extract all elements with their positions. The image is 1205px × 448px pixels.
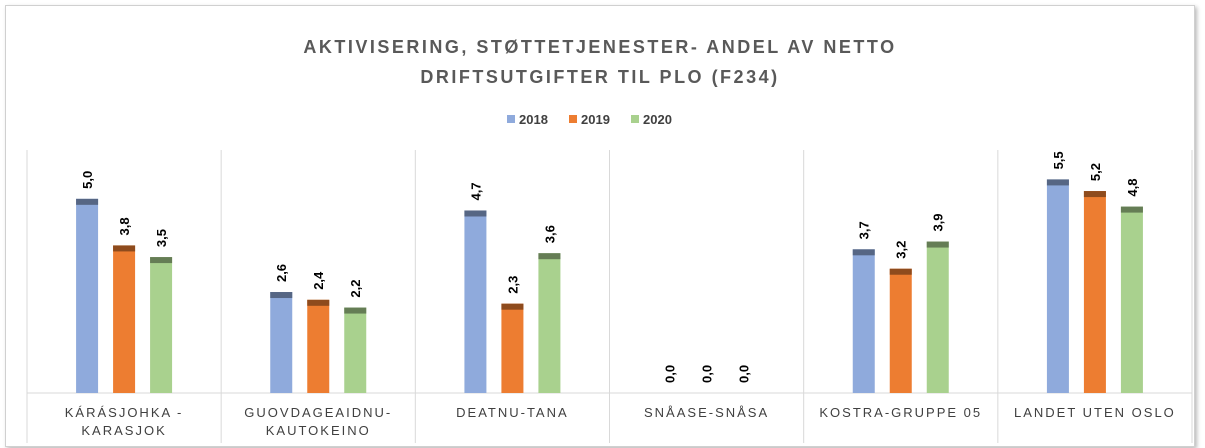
bar-group [150,257,173,393]
bar-group [1120,206,1143,393]
bar-top [76,198,99,205]
bar-top [150,257,173,264]
bar-group [1083,191,1106,393]
bar-top [926,241,949,248]
chart-title: AKTIVISERING, STØTTETJENESTER- ANDEL AV … [303,37,897,87]
bar-group [889,268,912,393]
x-tick-label: KÁRÁSJOHKA - KARASJOK [64,405,184,438]
bar-top [852,249,875,256]
bar [113,245,136,393]
data-label: 2,4 [311,271,326,290]
legend-swatch [569,115,577,123]
bar-group [270,292,293,393]
x-tick-label: DEATNU-TANA [456,405,569,420]
x-tick-label: GUOVDAGEAIDNU- KAUTOKEINO [244,405,393,438]
data-label: 0,0 [700,365,715,383]
bar [270,292,293,393]
data-label: 3,6 [542,225,557,243]
data-label: 5,0 [80,171,95,189]
bar-top [113,245,136,252]
legend-label: 2018 [519,112,548,127]
chart-frame [5,5,1195,447]
data-label: 4,7 [468,182,483,200]
data-label: 0,0 [737,365,752,383]
x-tick-label: SNÅASE-SNÅSA [644,405,770,420]
bar [1083,191,1106,393]
bar [464,210,487,393]
x-tick-label: KOSTRA-GRUPPE 05 [819,405,983,420]
data-label: 3,5 [154,229,169,247]
legend-swatch [507,115,515,123]
bar-top [889,268,912,275]
bar [926,241,949,393]
bar-group [76,198,99,393]
bar-group [307,299,330,393]
bar-top [464,210,487,217]
bar [1046,179,1069,393]
data-label: 2,3 [505,276,520,294]
bar [307,299,330,393]
data-label: 3,8 [117,217,132,235]
bar-top [1046,179,1069,186]
bar-top [501,303,524,310]
data-label: 5,5 [1051,151,1066,169]
x-tick-label: LANDET UTEN OSLO [1014,405,1176,420]
bar-group [501,303,524,393]
bar-group [344,307,367,393]
data-label: 4,8 [1125,179,1140,197]
legend-label: 2019 [581,112,610,127]
data-label: 3,2 [894,241,909,259]
bar-top [538,253,561,260]
legend-swatch [631,115,639,123]
bar [1120,206,1143,393]
bar [76,198,99,393]
bar-group [852,249,875,393]
bar-group [1046,179,1069,393]
data-label: 2,6 [274,264,289,282]
data-label: 5,2 [1088,163,1103,181]
data-label: 3,7 [857,221,872,239]
data-label: 3,9 [931,213,946,231]
bar [501,303,524,393]
bar-top [344,307,367,314]
bar [344,307,367,393]
bar [150,257,173,393]
data-label: 0,0 [663,365,678,383]
bar [889,268,912,393]
bar-group [926,241,949,393]
legend-label: 2020 [643,112,672,127]
bar-group [464,210,487,393]
bar-top [1083,191,1106,198]
bar [538,253,561,393]
bar-top [1120,206,1143,213]
bar-top [307,299,330,306]
data-label: 2,2 [348,279,363,297]
bar [852,249,875,393]
bar-group [538,253,561,393]
bar-top [270,292,293,299]
bar-group [113,245,136,393]
